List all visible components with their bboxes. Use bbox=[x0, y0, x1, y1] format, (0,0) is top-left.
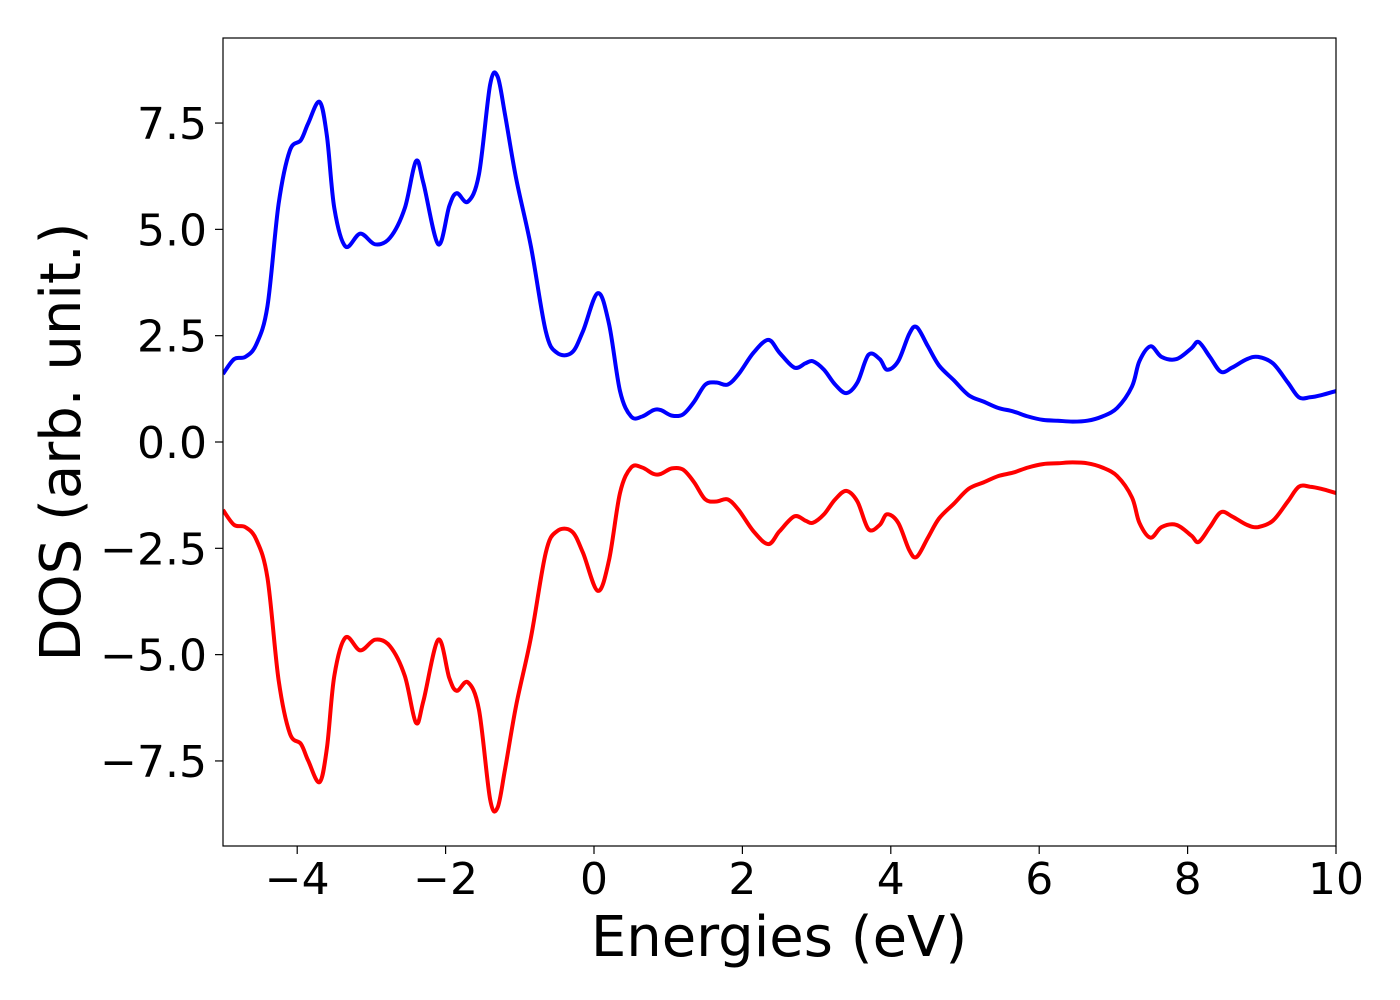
y-tick-label: 5.0 bbox=[137, 205, 207, 256]
y-tick-label: 2.5 bbox=[137, 312, 207, 363]
y-tick-label: 0.0 bbox=[137, 418, 207, 469]
series-layer bbox=[223, 70, 1336, 814]
x-tick-label: −2 bbox=[413, 854, 478, 905]
y-tick-label: −5.0 bbox=[100, 631, 207, 682]
y-tick-label: −2.5 bbox=[100, 524, 207, 575]
x-tick-label: 8 bbox=[1174, 854, 1202, 905]
series-line-spin-down bbox=[223, 460, 1336, 814]
y-tick-label: 7.5 bbox=[137, 99, 207, 150]
x-axis-label: Energies (eV) bbox=[591, 905, 967, 970]
x-tick-label: 6 bbox=[1025, 854, 1053, 905]
y-tick-label: −7.5 bbox=[100, 737, 207, 788]
plot-background bbox=[223, 38, 1336, 846]
x-tick-label: 2 bbox=[728, 854, 756, 905]
x-tick-label: 10 bbox=[1308, 854, 1364, 905]
y-axis-ticks: 7.5 5.0 2.5 0.0 −2.5 −5.0 −7.5 bbox=[100, 99, 223, 788]
x-tick-label: 4 bbox=[877, 854, 905, 905]
x-axis-ticks: −4 −2 0 2 4 6 8 10 bbox=[265, 846, 1364, 905]
y-axis-label: DOS (arb. unit.) bbox=[29, 222, 94, 661]
series-line-spin-up bbox=[223, 70, 1336, 424]
x-tick-label: −4 bbox=[265, 854, 330, 905]
x-tick-label: 0 bbox=[580, 854, 608, 905]
